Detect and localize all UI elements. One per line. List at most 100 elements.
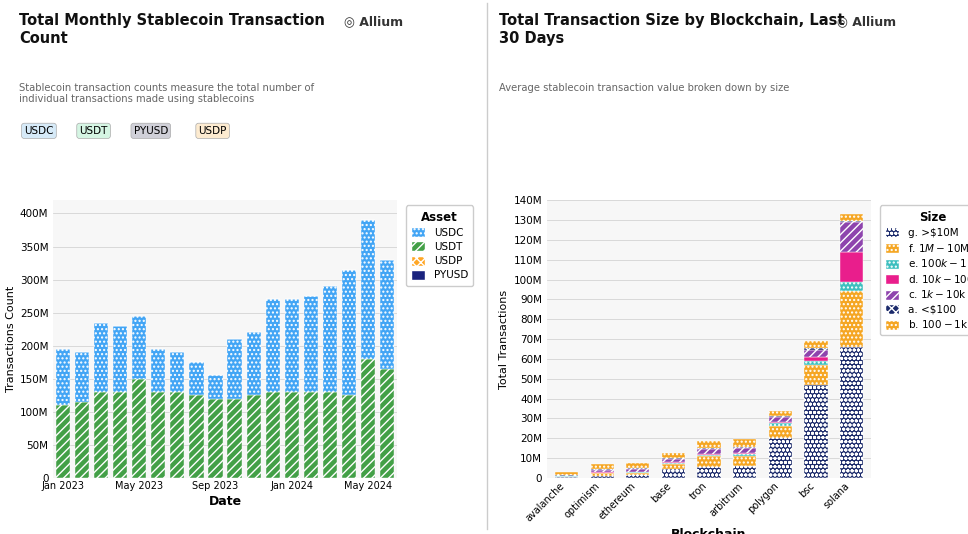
Bar — [733, 454, 756, 456]
Bar — [323, 286, 337, 392]
Bar — [769, 422, 792, 423]
Bar — [769, 426, 792, 438]
Bar — [769, 417, 792, 418]
Bar — [733, 453, 756, 454]
Bar — [698, 467, 720, 478]
Bar — [840, 281, 863, 292]
Bar — [285, 392, 299, 478]
Text: ◎ Allium: ◎ Allium — [837, 15, 896, 28]
Bar — [590, 476, 614, 478]
Bar — [733, 448, 756, 453]
Bar — [555, 477, 578, 478]
Bar — [555, 472, 578, 475]
Bar — [769, 423, 792, 426]
Bar — [698, 447, 720, 449]
Bar — [698, 449, 720, 453]
Bar — [590, 473, 614, 476]
Bar — [132, 316, 146, 379]
Bar — [840, 221, 863, 222]
Bar — [55, 349, 70, 405]
Bar — [75, 352, 89, 402]
Bar — [733, 456, 756, 466]
Bar — [304, 392, 318, 478]
Bar — [804, 350, 828, 357]
Bar — [662, 452, 685, 459]
Text: USDP: USDP — [198, 126, 227, 136]
Bar — [555, 476, 578, 477]
Bar — [190, 362, 203, 395]
Bar — [170, 352, 185, 392]
Bar — [662, 464, 685, 469]
Bar — [361, 220, 376, 359]
Bar — [590, 464, 614, 469]
Bar — [227, 339, 242, 398]
Bar — [75, 402, 89, 478]
Bar — [804, 357, 828, 361]
Bar — [380, 369, 395, 478]
Bar — [132, 379, 146, 478]
Bar — [94, 392, 108, 478]
Bar — [733, 466, 756, 478]
Bar — [733, 439, 756, 447]
Bar — [662, 463, 685, 464]
Bar — [804, 361, 828, 365]
Text: Stablecoin transaction counts measure the total number of
individual transaction: Stablecoin transaction counts measure th… — [19, 83, 315, 104]
Bar — [94, 323, 108, 392]
Text: Average stablecoin transaction value broken down by size: Average stablecoin transaction value bro… — [499, 83, 789, 93]
Bar — [626, 468, 650, 469]
Bar — [151, 392, 166, 478]
Text: PYUSD: PYUSD — [134, 126, 168, 136]
Bar — [626, 473, 650, 475]
Bar — [840, 347, 863, 478]
Text: Total Transaction Size by Blockchain, Last
30 Days: Total Transaction Size by Blockchain, La… — [499, 13, 844, 46]
Bar — [590, 470, 614, 472]
Bar — [804, 348, 828, 350]
Bar — [840, 222, 863, 252]
X-axis label: Date: Date — [208, 495, 242, 508]
Bar — [840, 252, 863, 281]
Bar — [662, 462, 685, 463]
Text: USDT: USDT — [79, 126, 107, 136]
Bar — [698, 441, 720, 447]
Bar — [265, 392, 280, 478]
Y-axis label: Transactions Count: Transactions Count — [6, 286, 15, 392]
Legend: USDC, USDT, USDP, PYUSD: USDC, USDT, USDP, PYUSD — [406, 206, 473, 286]
Bar — [285, 300, 299, 392]
Bar — [113, 326, 127, 392]
Bar — [804, 341, 828, 348]
Text: ◎ Allium: ◎ Allium — [344, 15, 403, 28]
Bar — [304, 296, 318, 392]
Bar — [342, 395, 356, 478]
Legend: g. >$10M, f. $1M - $10M, e. $100k - $1M, d. $10k - $100k, c. $1k - $10k, a. <$10: g. >$10M, f. $1M - $10M, e. $100k - $1M,… — [880, 206, 968, 335]
Bar — [190, 395, 203, 478]
Bar — [769, 412, 792, 417]
Bar — [804, 384, 828, 478]
Bar — [626, 463, 650, 468]
Bar — [247, 333, 260, 395]
Bar — [151, 349, 166, 392]
Bar — [113, 392, 127, 478]
Bar — [265, 300, 280, 392]
Bar — [170, 392, 185, 478]
Bar — [55, 405, 70, 478]
Bar — [769, 418, 792, 422]
Bar — [626, 472, 650, 473]
Bar — [769, 438, 792, 478]
Bar — [361, 359, 376, 478]
Text: USDC: USDC — [24, 126, 53, 136]
X-axis label: Blockchain: Blockchain — [672, 528, 746, 534]
Bar — [804, 365, 828, 384]
Bar — [227, 398, 242, 478]
Bar — [662, 459, 685, 462]
Y-axis label: Total Transactions: Total Transactions — [499, 289, 509, 389]
Bar — [733, 447, 756, 448]
Bar — [247, 395, 260, 478]
Bar — [626, 469, 650, 472]
Text: Total Monthly Stablecoin Transaction
Count: Total Monthly Stablecoin Transaction Cou… — [19, 13, 325, 46]
Bar — [380, 260, 395, 369]
Bar — [840, 292, 863, 347]
Bar — [840, 214, 863, 221]
Bar — [698, 453, 720, 454]
Bar — [323, 392, 337, 478]
Bar — [698, 456, 720, 467]
